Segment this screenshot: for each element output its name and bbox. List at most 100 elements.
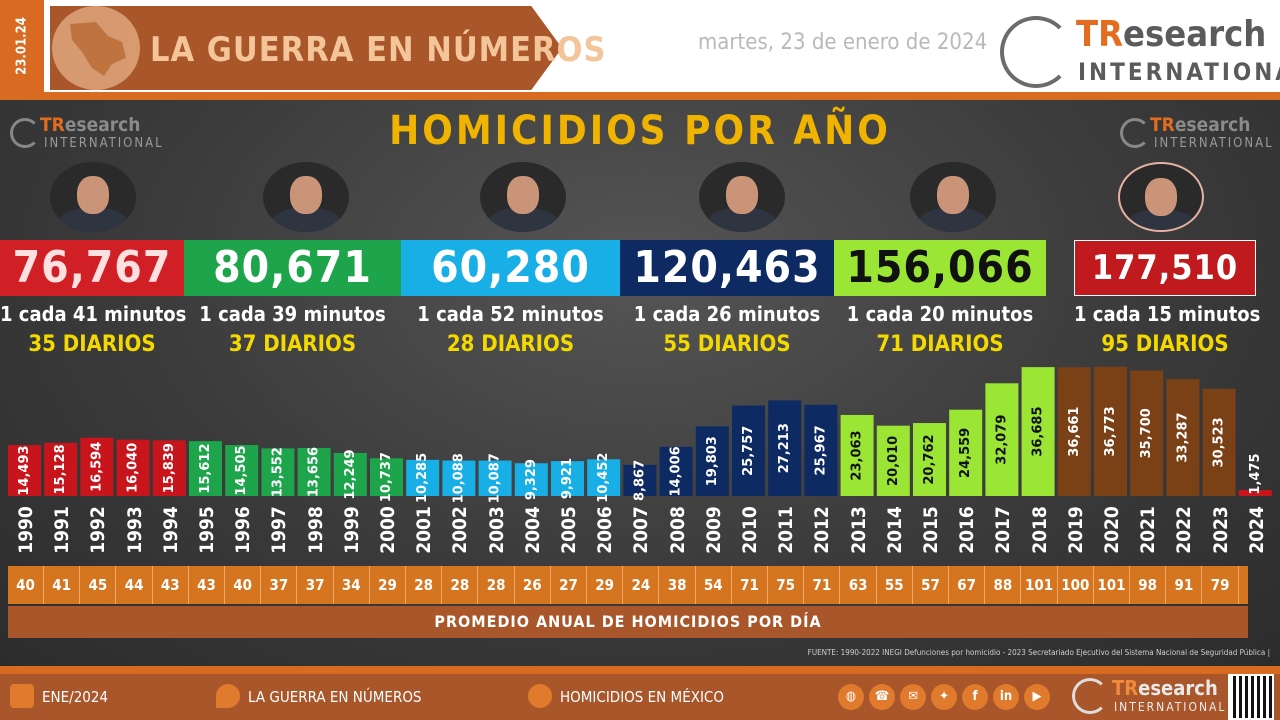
year-label: 2011 [775,506,798,554]
bar-value-label: 16,594 [89,442,104,492]
daily-average-cell: 37 [261,566,298,604]
year-label: 2023 [1209,506,1232,554]
year-label: 1994 [159,506,182,554]
bar-value-label: 9,329 [524,459,539,500]
term-rate: 1 cada 41 minutos [0,302,187,326]
bar-2004 [514,463,548,496]
footer-topic[interactable]: HOMICIDIOS EN MÉXICO [528,674,724,720]
daily-average-cell: 26 [515,566,551,604]
linkedin-icon[interactable]: in [993,684,1019,710]
bar-2018 [1021,367,1055,496]
twitter-icon[interactable]: ✦ [931,684,957,710]
logo-mark-icon [1000,16,1072,88]
footer-series[interactable]: LA GUERRA EN NÚMEROS [216,674,422,720]
daily-average-cell: 43 [189,566,225,604]
president-photo [910,162,996,232]
daily-average-cell: 75 [768,566,805,604]
daily-average-row: 40 41 45 44 43 43 40 37 37 34 29 28 28 28 26 27 29 24 38 54… [8,566,1248,604]
bar-2008 [659,446,693,496]
daily-average-cell: 28 [406,566,443,604]
bar-value-label: 14,493 [17,445,32,495]
side-logo-international: INTERNATIONAL [1154,136,1274,151]
youtube-icon[interactable]: ▶ [1024,684,1050,710]
daily-average-label: PROMEDIO ANUAL DE HOMICIDIOS POR DÍA [8,606,1248,638]
bar-value-label: 23,063 [850,430,865,480]
bar-2012 [804,404,838,496]
bar-value-label: 15,128 [53,444,68,494]
daily-average-cell: 37 [298,566,334,604]
facebook-icon[interactable]: f [962,684,988,710]
term-total: 156,066 [834,240,1046,296]
date-tag-text: 23.01.24 [14,17,30,75]
daily-average-cell: 27 [551,566,587,604]
bar-value-label: 12,249 [343,449,358,499]
mexico-map-icon [52,6,140,90]
bar-value-label: 15,839 [162,443,177,493]
year-label: 2013 [847,506,870,554]
bar-value-label: 20,010 [886,436,901,486]
bar-value-label: 10,285 [415,453,430,503]
year-label: 1990 [15,506,37,554]
bar-value-label: 16,040 [126,443,141,493]
year-label: 1999 [340,506,363,554]
daily-average-cell: 24 [623,566,660,604]
bar-2020 [1094,366,1127,496]
bar-2007 [623,464,657,496]
daily-average-cell: 40 [8,566,44,604]
term-total: 60,280 [401,240,620,296]
bar-2010 [732,405,765,496]
footer-topic-text: HOMICIDIOS EN MÉXICO [560,688,724,706]
bar-value-label: 14,006 [669,446,684,496]
daily-average-cell: 55 [877,566,913,604]
bottom-divider [0,666,1280,674]
daily-average-cell: 71 [804,566,841,604]
source-note: FUENTE: 1990-2022 INEGI Defunciones por … [807,648,1270,657]
qr-code-icon[interactable] [1228,674,1274,720]
banner-title: LA GUERRA EN NÚMEROS [150,30,607,70]
bar-2009 [695,426,729,496]
bar-1993 [116,439,150,496]
term-rate: 1 cada 39 minutos [199,302,386,326]
mail-icon[interactable]: ✉ [900,684,926,710]
daily-average-cell: 45 [80,566,117,604]
bar-value-label: 24,559 [958,428,973,478]
side-logo-wordmark: TResearch [1150,114,1251,136]
daily-average-cell: 91 [1166,566,1203,604]
bar-1997 [261,448,295,496]
daily-average-cell: 71 [732,566,768,604]
bar-2001 [406,459,440,496]
footer: ENE/2024 LA GUERRA EN NÚMEROS HOMICIDIOS… [0,674,1280,720]
tresearch-logo[interactable]: TResearch INTERNATIONAL [998,8,1280,88]
main-panel: 14,493 15,128 16,594 16,040 15,839 15,612 14,5… [0,100,1280,666]
bar-value-label: 10,088 [451,453,466,503]
term-rate: 1 cada 26 minutos [633,302,821,326]
bar-1990 [8,445,41,496]
bar-2011 [768,400,802,496]
term-total: 177,510 [1074,240,1256,296]
daily-average-cell: 29 [587,566,624,604]
bar-2002 [442,460,476,496]
logo-mark-icon [1120,118,1150,148]
bar-value-label: 10,452 [596,453,611,503]
phone-icon[interactable]: ☎ [869,684,895,710]
footer-logo-wordmark: TResearch [1112,676,1218,700]
bar-2015 [913,423,946,496]
side-logo-international: INTERNATIONAL [44,136,164,151]
web-icon[interactable]: ◍ [838,684,864,710]
footer-logo[interactable]: TResearch INTERNATIONAL [1072,676,1232,718]
logo-mark-icon [10,118,40,148]
bar-value-label: 15,612 [198,443,213,493]
year-label: 2019 [1064,506,1087,554]
bar-value-label: 14,505 [234,445,249,495]
calendar-icon [10,683,34,708]
logo-international: INTERNATIONAL [1078,58,1280,86]
bar-value-label: 13,552 [270,447,285,497]
president-photo [480,162,566,232]
bar-1995 [189,441,222,496]
daily-average-cell: 40 [225,566,262,604]
bar-2022 [1166,379,1200,496]
daily-average-cell: 67 [949,566,986,604]
bar-value-label: 20,762 [922,434,937,484]
footer-logo-international: INTERNATIONAL [1114,700,1227,714]
